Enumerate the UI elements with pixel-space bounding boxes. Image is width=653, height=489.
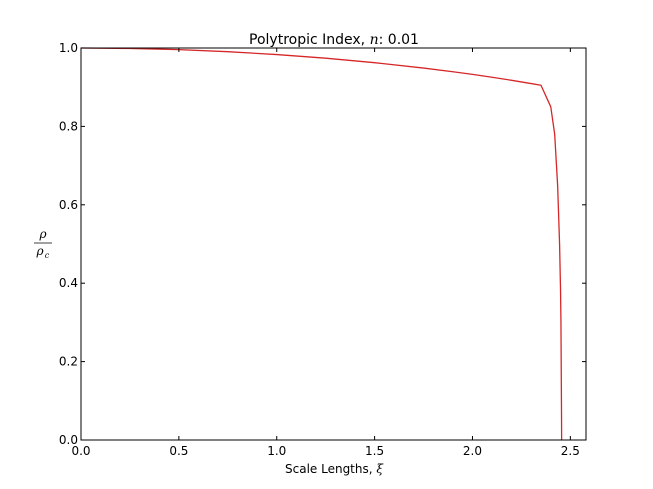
- ticks-layer: 0.0 0.5 1.0 1.5 2.0 2.5 0.0 0.2 0.4 0.6 0.8 1.0: [59, 41, 586, 458]
- y-label-denominator: ρ: [35, 244, 43, 258]
- title-symbol: n: [370, 32, 379, 48]
- x-tick-label-0: 0.0: [71, 444, 90, 458]
- y-tick-label-1: 0.2: [59, 355, 78, 369]
- series-layer: [80, 47, 563, 441]
- x-axis-label: Scale Lengths, ξ: [285, 462, 384, 476]
- x-tick-label-1: 0.5: [169, 444, 188, 458]
- y-axis-label: ρ ρ c: [34, 227, 52, 260]
- y-tick-label-4: 0.8: [59, 119, 78, 133]
- series-line-0: [80, 47, 563, 441]
- axes-frame: [80, 47, 587, 441]
- x-tick-label-3: 1.5: [365, 444, 384, 458]
- y-label-numerator: ρ: [38, 227, 46, 241]
- x-tick-label-4: 2.0: [463, 444, 482, 458]
- x-label-prefix: Scale Lengths,: [285, 462, 376, 476]
- y-label-denominator-subscript: c: [45, 251, 50, 260]
- y-tick-label-0: 0.0: [59, 433, 78, 447]
- title-suffix: : 0.01: [379, 32, 419, 48]
- x-tick-label-5: 2.5: [561, 444, 580, 458]
- y-tick-label-3: 0.6: [59, 198, 78, 212]
- plot-area: 0.0 0.5 1.0 1.5 2.0 2.5 0.0 0.2 0.4 0.6 0.8 1.0: [59, 41, 587, 458]
- title-prefix: Polytropic Index,: [249, 32, 370, 48]
- y-tick-label-5: 1.0: [59, 41, 78, 55]
- y-tick-label-2: 0.4: [59, 276, 78, 290]
- x-tick-label-2: 1.0: [267, 444, 286, 458]
- chart-title: Polytropic Index, n: 0.01: [249, 32, 419, 48]
- x-label-symbol: ξ: [376, 462, 384, 476]
